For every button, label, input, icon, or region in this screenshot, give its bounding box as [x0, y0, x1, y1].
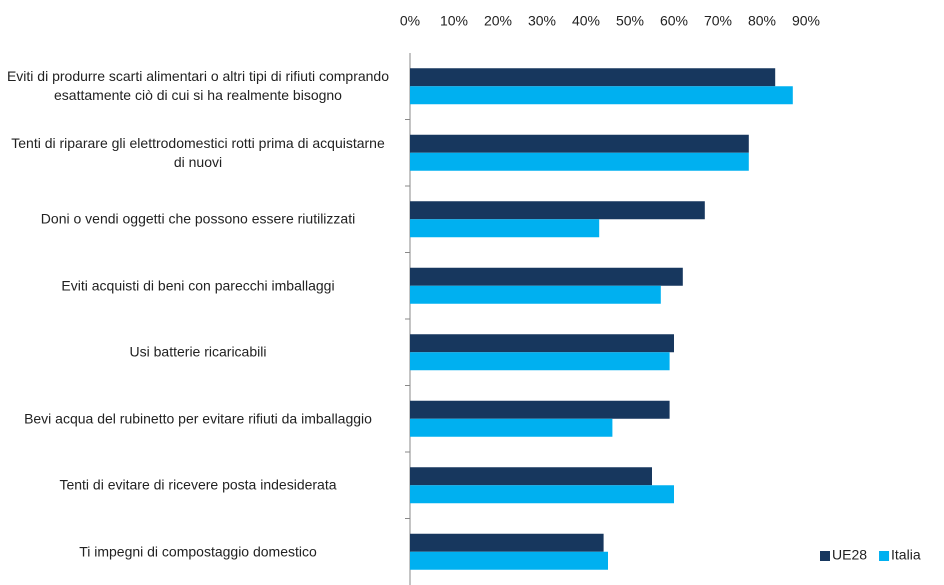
- bar: [410, 467, 652, 486]
- bar: [410, 86, 793, 105]
- legend-swatch: [820, 551, 830, 561]
- legend-swatch: [879, 551, 890, 561]
- x-tick-label: 60%: [660, 13, 688, 29]
- x-tick-label: 0%: [400, 13, 420, 29]
- legend-label: Italia: [891, 547, 921, 563]
- category-label: Tenti di riparare gli elettrodomestici r…: [11, 134, 385, 170]
- bar: [410, 201, 705, 220]
- x-tick-label: 80%: [748, 13, 776, 29]
- category-label: Eviti acquisti di beni con parecchi imba…: [61, 277, 335, 294]
- x-tick-label: 40%: [572, 13, 600, 29]
- x-tick-label: 20%: [484, 13, 512, 29]
- category-label: Eviti di produrre scarti alimentari o al…: [6, 68, 390, 104]
- bar: [410, 400, 670, 419]
- bar: [410, 418, 613, 437]
- x-tick-label: 90%: [792, 13, 820, 29]
- bar: [410, 152, 749, 171]
- legend-label: UE28: [832, 547, 867, 563]
- bar: [410, 267, 683, 286]
- bar: [410, 285, 661, 304]
- x-tick-label: 10%: [440, 13, 468, 29]
- bar: [410, 485, 674, 504]
- bar: [410, 533, 604, 552]
- x-tick-label: 70%: [704, 13, 732, 29]
- bar: [410, 551, 608, 570]
- bar: [410, 134, 749, 153]
- bar: [410, 68, 776, 87]
- bar: [410, 219, 600, 238]
- category-label: Doni o vendi oggetti che possono essere …: [40, 210, 356, 227]
- bar: [410, 334, 674, 353]
- category-label: Bevi acqua del rubinetto per evitare rif…: [24, 410, 372, 427]
- category-label: Usi batterie ricaricabili: [129, 343, 267, 360]
- bar: [410, 352, 670, 371]
- x-tick-label: 30%: [528, 13, 556, 29]
- category-label: Ti impegni di compostaggio domestico: [79, 543, 317, 560]
- x-tick-label: 50%: [616, 13, 644, 29]
- category-label: Tenti di evitare di ricevere posta indes…: [59, 476, 337, 493]
